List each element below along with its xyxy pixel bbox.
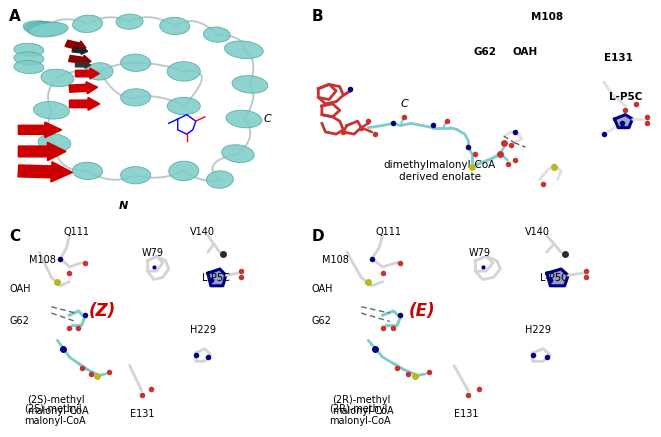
Text: (E): (E) (408, 302, 435, 320)
Ellipse shape (73, 15, 102, 32)
Text: Q111: Q111 (375, 227, 401, 237)
Text: M108: M108 (322, 255, 349, 264)
Text: (2R)-methyl
malonyl-CoA: (2R)-methyl malonyl-CoA (329, 404, 391, 426)
Ellipse shape (41, 69, 74, 87)
FancyArrow shape (75, 62, 91, 68)
FancyArrow shape (18, 162, 73, 182)
Ellipse shape (14, 52, 44, 65)
FancyArrow shape (19, 122, 61, 138)
Text: V140: V140 (525, 227, 551, 237)
Ellipse shape (30, 22, 68, 37)
Ellipse shape (28, 22, 67, 36)
Text: H229: H229 (525, 325, 551, 335)
Ellipse shape (232, 76, 268, 93)
Ellipse shape (225, 41, 263, 59)
Polygon shape (615, 114, 633, 128)
FancyArrow shape (75, 68, 99, 79)
Ellipse shape (204, 27, 230, 42)
Text: M108: M108 (29, 255, 56, 264)
Ellipse shape (120, 89, 151, 106)
Ellipse shape (221, 145, 254, 163)
Polygon shape (547, 269, 568, 286)
Text: (2S)-methyl
malonyl-CoA: (2S)-methyl malonyl-CoA (24, 404, 86, 426)
Text: (Z): (Z) (89, 302, 116, 320)
Text: Q111: Q111 (63, 227, 89, 237)
Ellipse shape (226, 110, 262, 128)
Ellipse shape (120, 166, 151, 184)
Text: C: C (264, 114, 271, 124)
Ellipse shape (14, 61, 44, 73)
Text: N: N (119, 201, 128, 211)
Ellipse shape (34, 101, 69, 119)
Text: L-P5C: L-P5C (609, 92, 642, 102)
Text: dimethylmalonyl-CoA
derived enolate: dimethylmalonyl-CoA derived enolate (383, 160, 496, 182)
Text: (2R)-methyl
malonyl-CoA: (2R)-methyl malonyl-CoA (332, 395, 394, 416)
Ellipse shape (167, 62, 200, 81)
Ellipse shape (73, 162, 102, 180)
Text: C: C (9, 229, 20, 244)
FancyArrow shape (69, 82, 98, 94)
Ellipse shape (169, 161, 199, 180)
FancyArrow shape (69, 97, 100, 110)
FancyArrow shape (65, 40, 86, 52)
FancyArrow shape (72, 47, 88, 54)
Text: C: C (401, 99, 408, 109)
Text: L-P5C: L-P5C (202, 274, 229, 284)
Text: D: D (311, 229, 324, 244)
Text: OAH: OAH (311, 284, 332, 294)
Text: G62: G62 (473, 47, 496, 57)
Ellipse shape (86, 63, 113, 80)
Text: E131: E131 (454, 409, 479, 419)
Text: (2S)-methyl
malonyl-CoA: (2S)-methyl malonyl-CoA (27, 395, 89, 416)
Text: E131: E131 (604, 53, 633, 63)
Ellipse shape (120, 54, 151, 71)
Ellipse shape (167, 97, 200, 114)
Text: G62: G62 (9, 316, 29, 326)
Ellipse shape (26, 22, 65, 36)
Text: E131: E131 (130, 409, 154, 419)
Ellipse shape (38, 134, 71, 152)
Text: G62: G62 (311, 316, 331, 326)
Ellipse shape (14, 43, 44, 56)
FancyArrow shape (19, 142, 66, 161)
Text: A: A (9, 9, 21, 24)
Polygon shape (208, 269, 226, 286)
Ellipse shape (23, 21, 61, 35)
Ellipse shape (24, 21, 63, 36)
Text: W79: W79 (468, 248, 490, 258)
Ellipse shape (160, 17, 190, 35)
Text: V140: V140 (190, 227, 215, 237)
Text: B: B (311, 9, 323, 24)
Text: M108: M108 (531, 12, 563, 22)
Ellipse shape (116, 14, 143, 29)
Ellipse shape (206, 171, 233, 188)
FancyArrow shape (69, 55, 91, 66)
Text: OAH: OAH (9, 284, 31, 294)
Text: W79: W79 (141, 248, 164, 258)
Text: L-P5C: L-P5C (539, 274, 568, 284)
Text: H229: H229 (190, 325, 215, 335)
Text: OAH: OAH (513, 47, 538, 57)
